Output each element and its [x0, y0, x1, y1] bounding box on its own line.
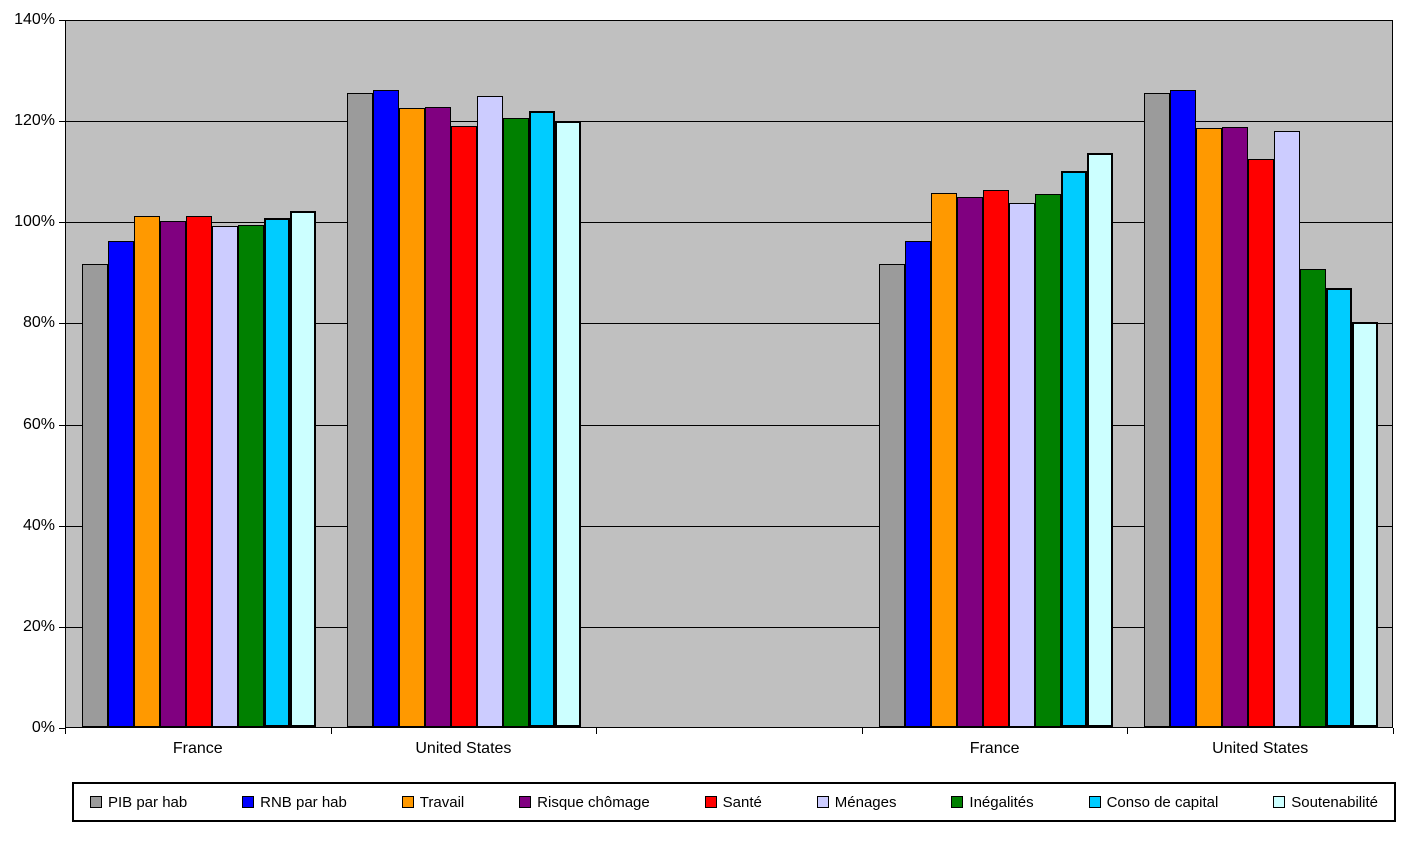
- y-axis-tick: [59, 121, 65, 123]
- bar-in-galit-s-cat1: [503, 118, 530, 727]
- bar-rnb-par-hab-cat1: [373, 89, 400, 727]
- bar-rnb-par-hab-cat0: [107, 240, 134, 727]
- y-axis-label-0pct: 0%: [31, 719, 55, 736]
- legend-label: PIB par hab: [108, 793, 188, 811]
- bar-pib-par-hab-cat0: [81, 263, 108, 727]
- bar-risque-ch-mage-cat3: [956, 197, 983, 727]
- bar-conso-de-capital-cat0: [263, 217, 290, 727]
- legend-color-swatch-icon: [816, 796, 829, 808]
- legend-color-swatch-icon: [519, 796, 532, 808]
- legend-label: RNB par hab: [260, 793, 347, 811]
- x-axis-label-united-states-4: United States: [1212, 740, 1309, 757]
- legend-label: Inégalités: [969, 793, 1034, 811]
- legend-color-swatch-icon: [242, 796, 255, 808]
- legend-color-swatch-icon: [951, 796, 964, 808]
- legend: PIB par hab RNB par hab Travail Risque chôm…: [72, 782, 1396, 822]
- legend-label: Travail: [419, 793, 465, 811]
- bar-m-nages-cat3: [1008, 202, 1035, 727]
- y-axis-tick: [59, 728, 65, 729]
- legend-color-swatch-icon: [1088, 796, 1101, 808]
- y-axis-tick: [59, 424, 65, 426]
- legend-item-rnb-par-hab: RNB par hab: [242, 794, 347, 811]
- y-axis-tick: [59, 20, 65, 21]
- legend-item-sant-: Santé: [704, 793, 762, 811]
- legend-color-swatch-icon: [401, 796, 414, 808]
- bar-sant--cat4: [1248, 158, 1275, 727]
- legend-label: Soutenabilité: [1291, 793, 1378, 811]
- x-axis-label-france-0: France: [172, 740, 223, 757]
- y-axis-label-80pct: 80%: [22, 314, 55, 332]
- x-axis-tick: [330, 728, 332, 734]
- bar-conso-de-capital-cat4: [1326, 288, 1353, 727]
- y-axis-tick: [59, 323, 65, 325]
- y-axis-label-40pct: 40%: [22, 516, 55, 534]
- bar-pib-par-hab-cat4: [1144, 92, 1171, 727]
- gridline-20: [66, 626, 1392, 628]
- gridline-120: [66, 121, 1392, 123]
- bar-m-nages-cat0: [211, 226, 238, 727]
- x-axis-tick: [596, 728, 598, 734]
- y-axis-label-140pct: 140%: [14, 11, 55, 28]
- bar-travail-cat3: [930, 192, 957, 727]
- bar-soutenabilit--cat1: [555, 121, 582, 727]
- y-axis-tick: [59, 525, 65, 527]
- bar-risque-ch-mage-cat0: [159, 220, 186, 727]
- plot-area: [65, 20, 1393, 728]
- gridline-100: [66, 222, 1392, 224]
- x-axis-tick: [1127, 728, 1129, 734]
- bar-in-galit-s-cat3: [1034, 193, 1061, 727]
- bar-travail-cat4: [1196, 127, 1223, 727]
- bar-sant--cat0: [185, 215, 212, 727]
- bar-pib-par-hab-cat1: [347, 92, 374, 727]
- gridline-60: [66, 424, 1392, 426]
- y-axis-label-120pct: 120%: [14, 112, 55, 130]
- bar-risque-ch-mage-cat4: [1222, 126, 1249, 727]
- bar-conso-de-capital-cat3: [1060, 170, 1087, 727]
- x-axis-label-france-3: France: [969, 740, 1020, 757]
- legend-item-risque-ch-mage: Risque chômage: [519, 794, 650, 811]
- legend-item-travail: Travail: [401, 793, 465, 811]
- legend-item-pib-par-hab: PIB par hab: [90, 794, 187, 811]
- bar-pib-par-hab-cat3: [878, 263, 905, 727]
- y-axis-tick: [59, 626, 65, 628]
- y-axis-label-100pct: 100%: [14, 213, 55, 231]
- x-axis-tick: [861, 728, 863, 734]
- bar-soutenabilit--cat4: [1352, 321, 1379, 727]
- legend-label: Risque chômage: [537, 793, 650, 811]
- legend-item-soutenabilit-: Soutenabilité: [1273, 794, 1378, 811]
- x-axis-tick: [65, 728, 66, 734]
- bar-m-nages-cat4: [1274, 131, 1301, 727]
- bar-travail-cat1: [399, 107, 426, 727]
- bar-travail-cat0: [133, 215, 160, 727]
- gridline-80: [66, 323, 1392, 325]
- bar-soutenabilit--cat0: [289, 211, 316, 727]
- bar-risque-ch-mage-cat1: [425, 106, 452, 727]
- x-axis-label-united-states-1: United States: [415, 740, 512, 757]
- bar-in-galit-s-cat0: [237, 225, 264, 727]
- legend-item-conso-de-capital: Conso de capital: [1088, 793, 1219, 811]
- x-axis-tick: [1393, 728, 1394, 734]
- legend-label: Conso de capital: [1106, 793, 1219, 811]
- bar-sant--cat3: [982, 189, 1009, 727]
- bar-conso-de-capital-cat1: [529, 110, 556, 727]
- legend-label: Ménages: [834, 793, 897, 811]
- legend-item-m-nages: Ménages: [816, 793, 897, 811]
- y-axis-label-20pct: 20%: [22, 617, 55, 635]
- gridline-40: [66, 525, 1392, 527]
- legend-label: Santé: [722, 793, 762, 811]
- bar-soutenabilit--cat3: [1086, 152, 1113, 727]
- legend-color-swatch-icon: [704, 796, 717, 808]
- legend-color-swatch-icon: [1273, 796, 1286, 808]
- bar-m-nages-cat1: [477, 95, 504, 727]
- y-axis-tick: [59, 222, 65, 224]
- bar-rnb-par-hab-cat3: [904, 240, 931, 727]
- legend-item-in-galit-s: Inégalités: [951, 793, 1034, 811]
- bar-rnb-par-hab-cat4: [1170, 90, 1197, 727]
- y-axis-label-60pct: 60%: [22, 415, 55, 433]
- legend-color-swatch-icon: [90, 796, 102, 808]
- bar-sant--cat1: [451, 126, 478, 727]
- bar-in-galit-s-cat4: [1300, 268, 1327, 727]
